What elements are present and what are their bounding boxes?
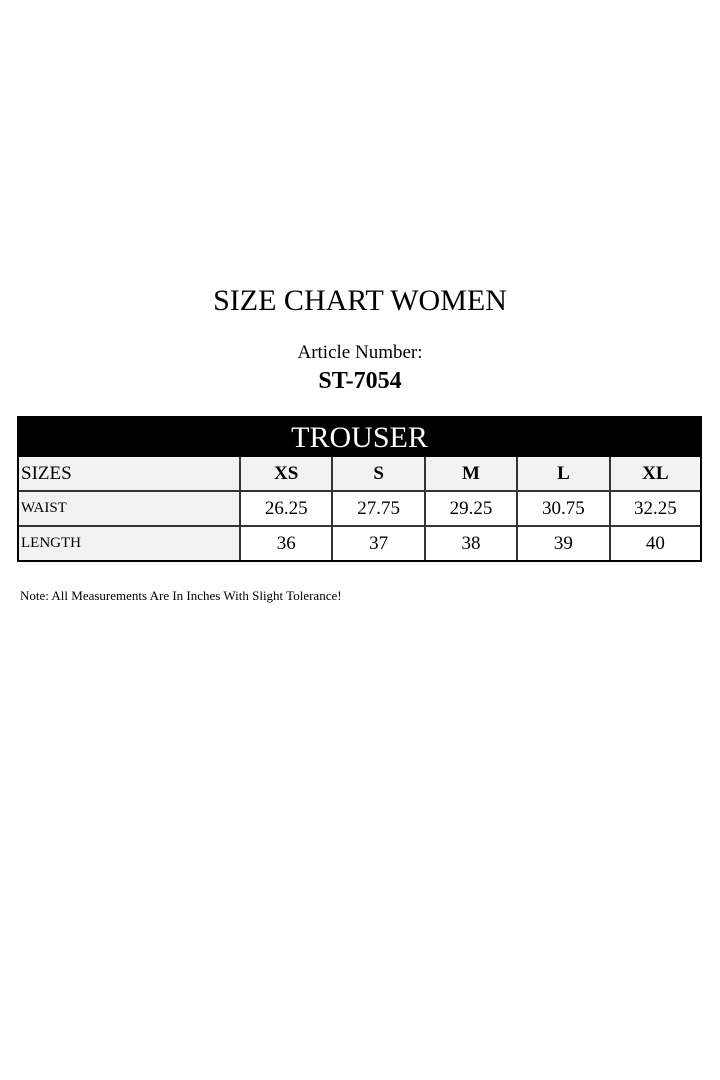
table-cell: 32.25 xyxy=(608,490,700,527)
table-row: LENGTH 36 37 38 39 40 xyxy=(19,525,700,560)
table-cell: 36 xyxy=(238,525,334,560)
row-label: WAIST xyxy=(19,490,241,527)
header-cell: XL xyxy=(608,457,700,492)
table-cell: 38 xyxy=(423,525,519,560)
article-number: ST-7054 xyxy=(318,368,402,394)
table-cell: 27.75 xyxy=(331,490,426,527)
table-cell: 37 xyxy=(331,525,426,560)
table-cell: 39 xyxy=(516,525,611,560)
header-cell: L xyxy=(516,457,611,492)
article-number-label: Article Number: xyxy=(297,342,423,363)
table-cell: 40 xyxy=(608,525,700,560)
table-cell: 26.25 xyxy=(238,490,334,527)
measurement-note: Note: All Measurements Are In Inches Wit… xyxy=(20,588,342,603)
size-table: TROUSER SIZES XS S M L XL WAIST 26.25 27… xyxy=(17,416,702,562)
page-title: SIZE CHART WOMEN xyxy=(213,284,507,317)
header-cell: SIZES xyxy=(19,457,241,492)
header-cell: XS xyxy=(238,457,334,492)
header-cell: M xyxy=(423,457,519,492)
table-cell: 29.25 xyxy=(423,490,519,527)
row-label: LENGTH xyxy=(19,525,241,560)
header-cell: S xyxy=(331,457,426,492)
table-header-row: SIZES XS S M L XL xyxy=(19,457,700,492)
table-row: WAIST 26.25 27.75 29.25 30.75 32.25 xyxy=(19,490,700,527)
table-heading: TROUSER xyxy=(19,418,700,457)
table-cell: 30.75 xyxy=(516,490,611,527)
